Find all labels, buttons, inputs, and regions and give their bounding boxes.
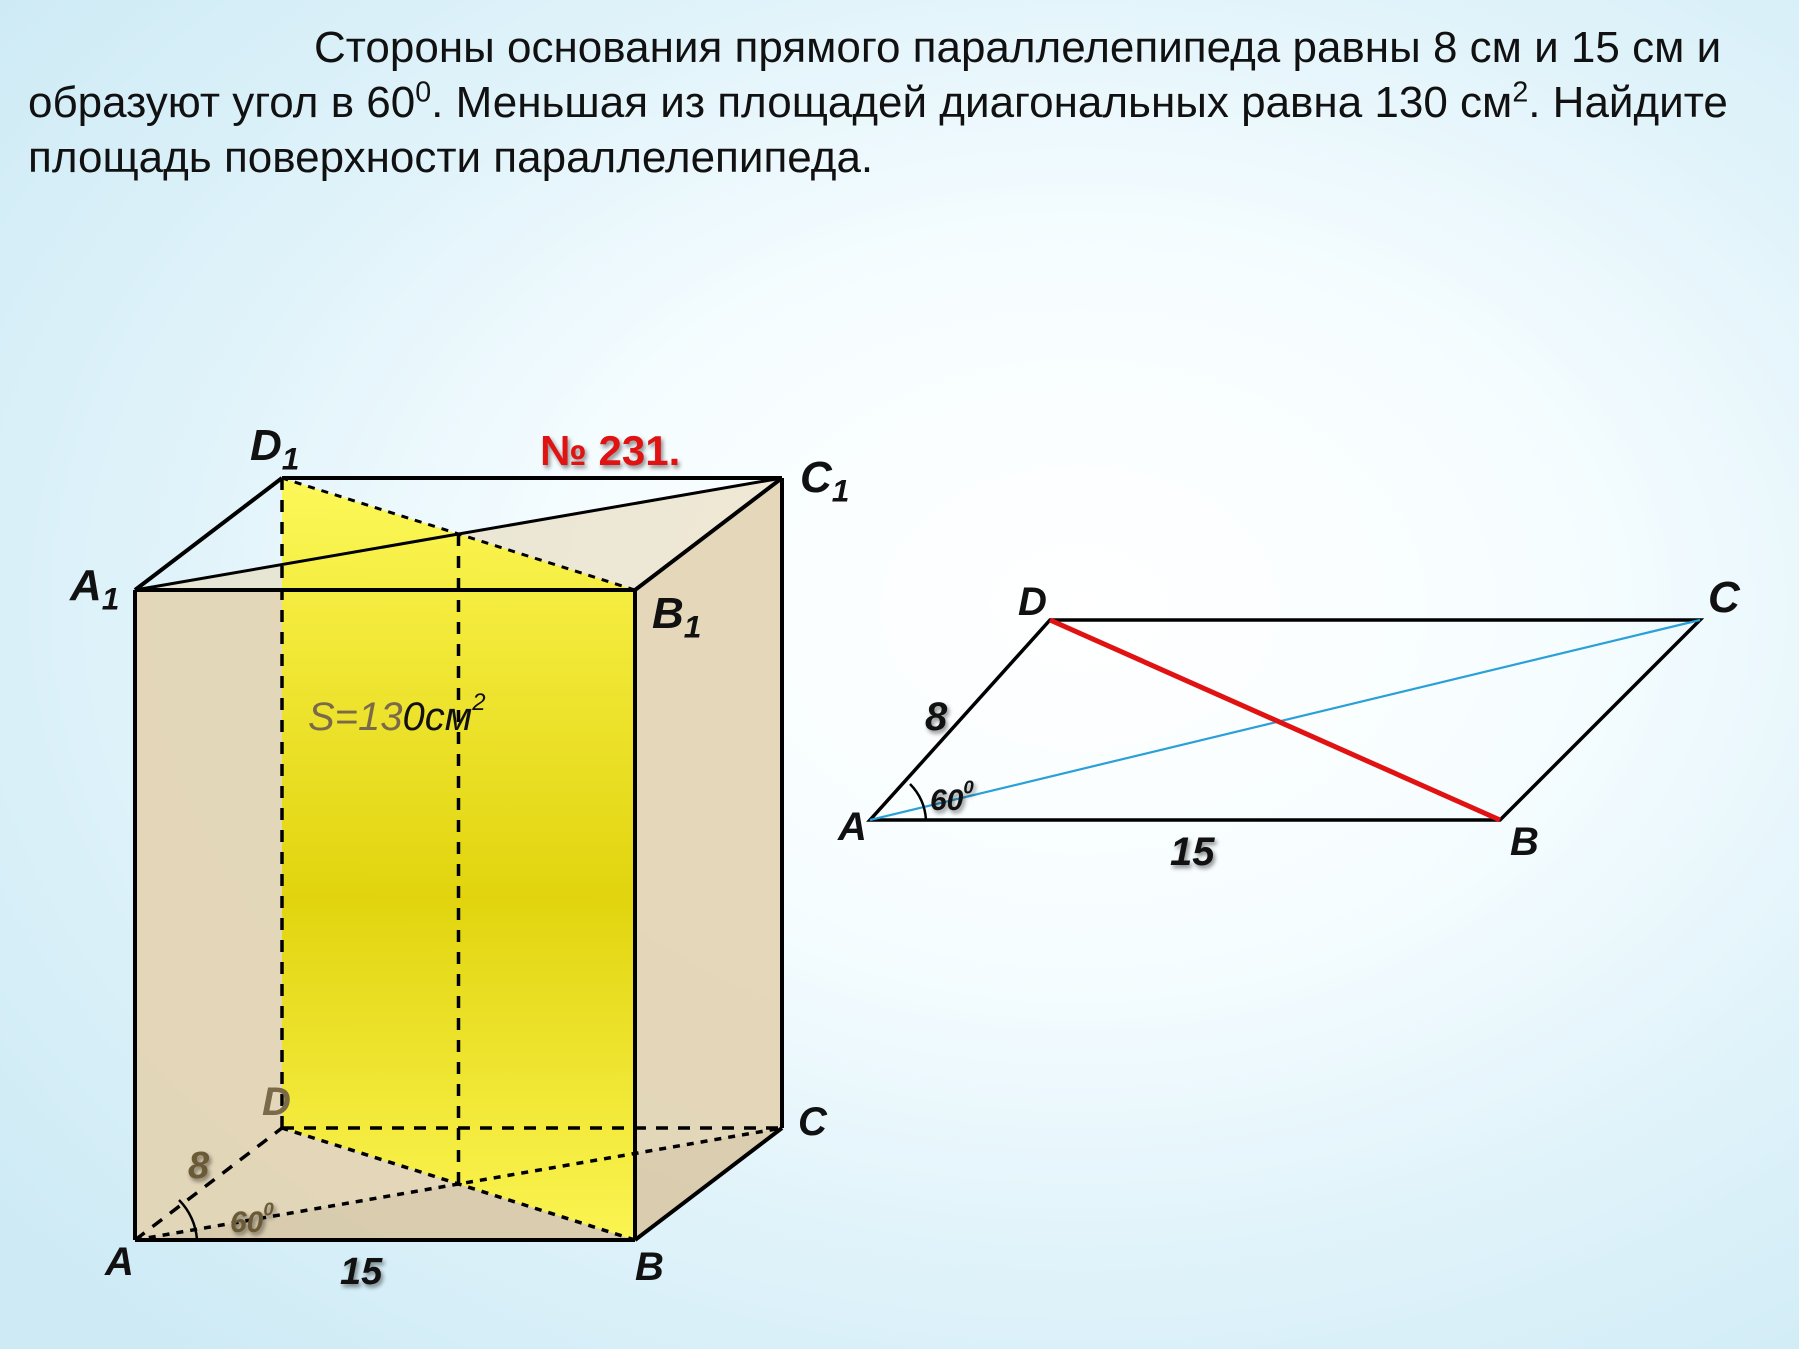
svg-text:8: 8: [188, 1145, 210, 1187]
svg-text:C: C: [798, 1100, 828, 1144]
svg-text:A: A: [104, 1240, 134, 1284]
svg-text:15: 15: [340, 1251, 383, 1293]
svg-text:600: 600: [930, 777, 974, 818]
prism-diagram: ABCDA1B1C1D1S=130см2815600№ 231.: [60, 260, 890, 1320]
svg-text:B: B: [1510, 820, 1539, 864]
svg-text:8: 8: [925, 695, 948, 739]
svg-text:A1: A1: [69, 561, 119, 617]
parallelogram-diagram: A B C D 8 15 600: [830, 500, 1750, 900]
svg-text:D: D: [1018, 580, 1047, 624]
svg-text:B: B: [635, 1245, 664, 1289]
svg-text:№ 231.: № 231.: [540, 427, 680, 474]
svg-text:D1: D1: [250, 421, 299, 477]
svg-text:S=130см2: S=130см2: [308, 689, 486, 739]
svg-text:A: A: [837, 805, 867, 849]
svg-text:C: C: [1708, 573, 1741, 622]
svg-text:15: 15: [1170, 830, 1215, 874]
problem-statement: Стороны основания прямого параллелепипед…: [28, 20, 1759, 185]
svg-text:D: D: [262, 1080, 291, 1124]
